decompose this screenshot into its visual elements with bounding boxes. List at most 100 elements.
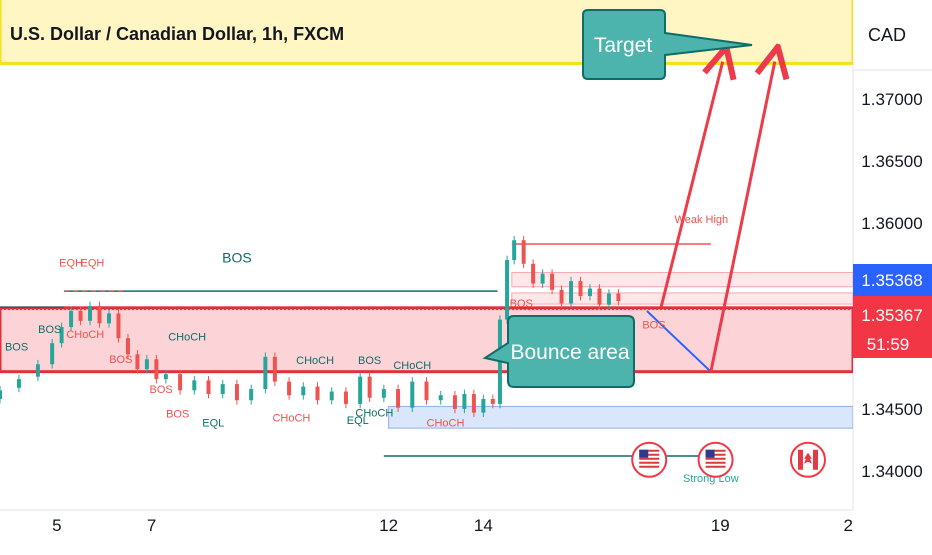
current-price-background	[853, 296, 932, 358]
candle-body-29[interactable]	[358, 376, 363, 404]
candle-body-37[interactable]	[462, 394, 467, 409]
candle-body-31[interactable]	[381, 389, 386, 398]
candle-body-12[interactable]	[135, 354, 140, 370]
candle-body-17[interactable]	[192, 380, 197, 391]
candle-body-6[interactable]	[78, 310, 83, 321]
candle-body-44[interactable]	[521, 240, 526, 264]
target-callout[interactable]: Target	[582, 9, 753, 80]
candle-body-23[interactable]	[272, 356, 277, 382]
candle-body-11[interactable]	[125, 338, 130, 355]
annotation-label-8: BOS	[150, 384, 173, 396]
x-tick-label-1: 7	[147, 516, 156, 535]
bounce-callout[interactable]: Bounce area	[482, 315, 635, 388]
candle-body-2[interactable]	[35, 364, 40, 377]
event-us-flag-icon[interactable]	[697, 441, 734, 478]
candle-body-50[interactable]	[578, 281, 583, 297]
candle-body-10[interactable]	[116, 313, 121, 339]
candle-body-21[interactable]	[249, 389, 254, 401]
candle-body-35[interactable]	[438, 395, 443, 401]
flag-stripe	[705, 453, 726, 456]
target-arrow-0[interactable]	[659, 62, 723, 308]
candle-body-4[interactable]	[59, 327, 64, 344]
candle-body-19[interactable]	[220, 384, 225, 395]
candle-body-53[interactable]	[606, 293, 611, 305]
y-tick-label-0: 1.37000	[861, 90, 922, 109]
target-arrow-1[interactable]	[709, 62, 775, 372]
annotation-label-7: CHoCH	[168, 332, 206, 344]
flag-stripe	[639, 465, 660, 468]
candle-body-38[interactable]	[471, 394, 476, 413]
candle-body-30[interactable]	[367, 376, 372, 398]
candle-body-46[interactable]	[540, 273, 545, 284]
currency-label[interactable]: CAD	[868, 25, 906, 45]
candle-body-25[interactable]	[301, 386, 306, 396]
candle-body-49[interactable]	[569, 281, 574, 304]
annotation-label-0: BOS	[5, 342, 28, 354]
x-tick-label-5: 2	[844, 516, 853, 535]
supply-zone-lower[interactable]	[511, 292, 853, 305]
candle-body-32[interactable]	[396, 389, 401, 408]
flag-canton	[705, 449, 715, 458]
bounce-callout-label: Bounce area	[510, 341, 629, 364]
current-price-badge[interactable]: 1.35367 51:59	[853, 296, 932, 358]
candle-body-1[interactable]	[16, 379, 21, 388]
candle-body-33[interactable]	[410, 381, 415, 408]
candle-body-34[interactable]	[424, 381, 429, 401]
candle-body-26[interactable]	[315, 386, 320, 401]
flag-stripe	[639, 449, 660, 452]
flag-stripe	[705, 461, 726, 464]
candle-body-14[interactable]	[154, 359, 159, 380]
flag-stripe	[639, 453, 660, 456]
annotation-label-14: CHoCH	[355, 407, 393, 419]
bounce-callout-shape	[482, 315, 635, 388]
x-tick-label-4: 19	[711, 516, 730, 535]
candle-body-18[interactable]	[206, 380, 211, 395]
event-ca-flag-icon[interactable]	[789, 441, 826, 478]
candle-body-27[interactable]	[329, 391, 334, 401]
y-tick-label-1: 1.36500	[861, 152, 922, 171]
candle-body-45[interactable]	[531, 263, 536, 284]
annotation-label-2: EQH	[59, 257, 83, 269]
x-tick-label-0: 5	[52, 516, 61, 535]
candle-body-42[interactable]	[505, 260, 510, 320]
candle-body-47[interactable]	[550, 273, 555, 290]
candle-body-48[interactable]	[559, 289, 564, 304]
flag-stripe	[705, 449, 726, 452]
candle-body-7[interactable]	[88, 305, 93, 321]
annotation-label-3: EQH	[80, 257, 104, 269]
candle-body-36[interactable]	[452, 395, 457, 409]
candle-body-43[interactable]	[512, 240, 517, 261]
annotation-label-4: CHoCH	[66, 329, 104, 341]
bar-countdown-label: 51:59	[867, 335, 910, 354]
candle-body-51[interactable]	[587, 288, 592, 297]
candle-body-15[interactable]	[163, 374, 168, 380]
supply-zone-upper[interactable]	[511, 271, 853, 288]
candle-body-52[interactable]	[597, 288, 602, 305]
last-price-badge[interactable]: 1.35368	[853, 264, 932, 296]
annotation-label-16: CHoCH	[393, 360, 431, 372]
candle-body-22[interactable]	[263, 356, 268, 390]
candle-body-16[interactable]	[178, 374, 183, 391]
blue-support-zone[interactable]	[388, 405, 853, 429]
candle-body-5[interactable]	[69, 310, 74, 328]
event-us-flag-icon[interactable]	[631, 441, 668, 478]
candle-body-9[interactable]	[106, 313, 111, 324]
candle-body-3[interactable]	[50, 343, 55, 365]
candle-body-13[interactable]	[144, 359, 149, 370]
flag-stripe	[705, 457, 726, 460]
annotation-label-1: BOS	[38, 324, 61, 336]
candle-body-54[interactable]	[616, 293, 621, 301]
last-price-label: 1.35368	[861, 271, 922, 290]
candle-body-8[interactable]	[97, 305, 102, 324]
candle-body-39[interactable]	[481, 398, 486, 413]
candle-body-0[interactable]	[0, 390, 2, 399]
candle-body-20[interactable]	[234, 384, 239, 401]
candle-body-28[interactable]	[343, 391, 348, 404]
demand-zone[interactable]	[0, 306, 853, 374]
candle-body-40[interactable]	[490, 398, 495, 404]
last-price-background	[853, 264, 932, 296]
bounce-projection-line[interactable]	[646, 310, 712, 373]
candle-body-24[interactable]	[287, 381, 292, 396]
